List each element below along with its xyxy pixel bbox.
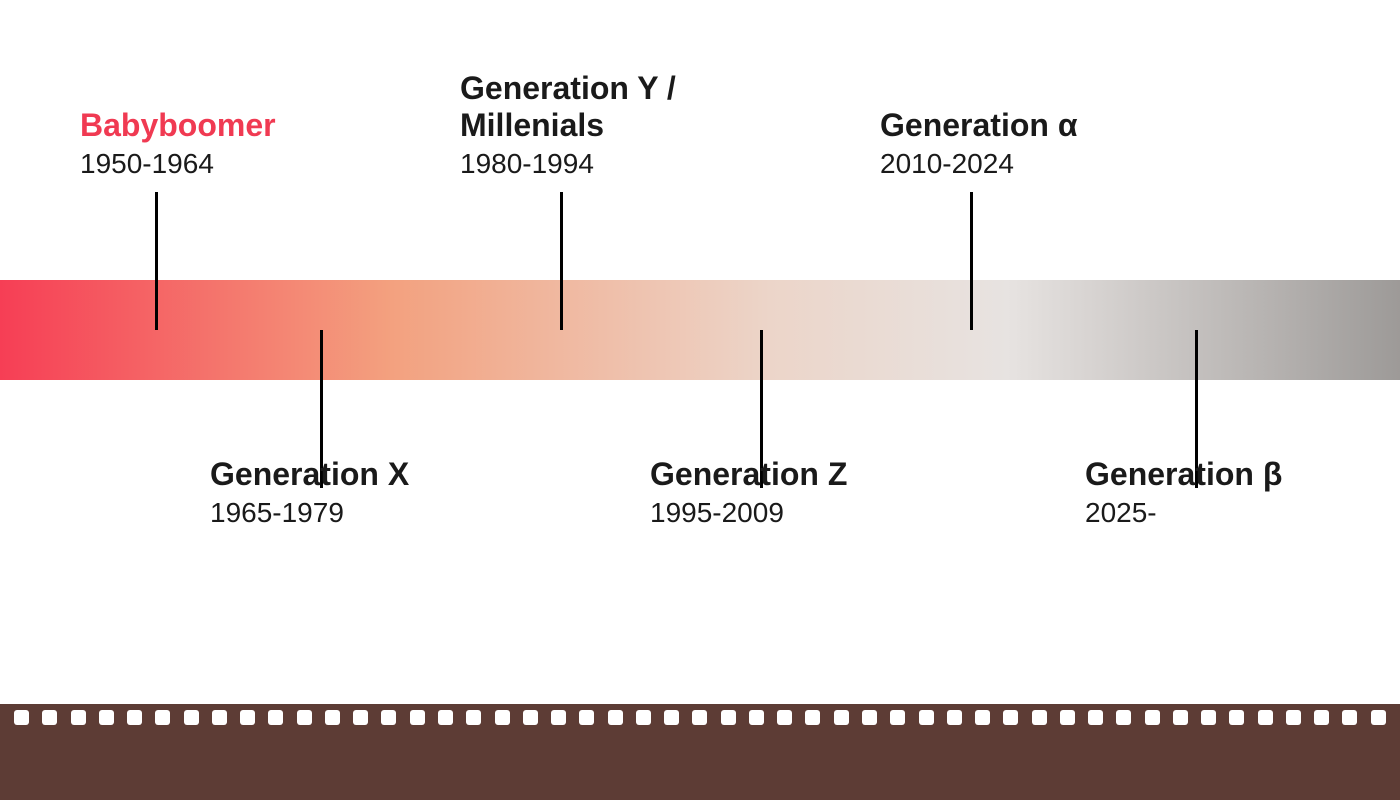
generation-years: 2025- bbox=[1085, 497, 1282, 529]
sprocket-hole bbox=[1116, 710, 1131, 725]
sprocket-hole bbox=[42, 710, 57, 725]
sprocket-hole bbox=[297, 710, 312, 725]
sprocket-hole bbox=[523, 710, 538, 725]
sprocket-hole bbox=[127, 710, 142, 725]
sprocket-hole bbox=[692, 710, 707, 725]
sprocket-hole bbox=[410, 710, 425, 725]
timeline-bar bbox=[0, 280, 1400, 380]
sprocket-hole bbox=[268, 710, 283, 725]
generation-gen-beta: Generation β 2025- bbox=[1085, 456, 1282, 529]
sprocket-hole bbox=[749, 710, 764, 725]
sprocket-hole bbox=[353, 710, 368, 725]
sprocket-hole bbox=[777, 710, 792, 725]
tick-gen-alpha bbox=[970, 192, 973, 330]
sprocket-hole bbox=[1229, 710, 1244, 725]
sprocket-hole bbox=[1145, 710, 1160, 725]
sprocket-hole bbox=[805, 710, 820, 725]
generation-title: Babyboomer bbox=[80, 107, 276, 144]
sprocket-hole bbox=[184, 710, 199, 725]
sprocket-hole bbox=[240, 710, 255, 725]
sprocket-hole bbox=[325, 710, 340, 725]
sprocket-hole bbox=[212, 710, 227, 725]
generation-gen-z: Generation Z 1995-2009 bbox=[650, 456, 847, 529]
sprocket-hole bbox=[1060, 710, 1075, 725]
sprocket-hole bbox=[99, 710, 114, 725]
sprocket-hole bbox=[1342, 710, 1357, 725]
sprocket-hole bbox=[1286, 710, 1301, 725]
sprocket-hole bbox=[1258, 710, 1273, 725]
sprocket-hole bbox=[1371, 710, 1386, 725]
generation-years: 1950-1964 bbox=[80, 148, 276, 180]
sprocket-hole bbox=[579, 710, 594, 725]
generation-title: Generation Y / Millenials bbox=[460, 70, 676, 144]
generation-years: 1965-1979 bbox=[210, 497, 409, 529]
sprocket-hole bbox=[664, 710, 679, 725]
sprocket-hole bbox=[495, 710, 510, 725]
generation-babyboomer: Babyboomer 1950-1964 bbox=[80, 107, 276, 180]
sprocket-hole bbox=[975, 710, 990, 725]
sprocket-hole bbox=[466, 710, 481, 725]
tick-gen-y bbox=[560, 192, 563, 330]
generation-title: Generation α bbox=[880, 107, 1077, 144]
sprocket-hole bbox=[381, 710, 396, 725]
sprocket-hole bbox=[1032, 710, 1047, 725]
sprocket-hole bbox=[1088, 710, 1103, 725]
generation-gen-y: Generation Y / Millenials 1980-1994 bbox=[460, 70, 676, 180]
sprocket-hole bbox=[155, 710, 170, 725]
sprocket-hole bbox=[636, 710, 651, 725]
sprocket-hole bbox=[947, 710, 962, 725]
sprocket-hole bbox=[1314, 710, 1329, 725]
sprocket-hole bbox=[1173, 710, 1188, 725]
sprocket-hole bbox=[890, 710, 905, 725]
generation-title: Generation Z bbox=[650, 456, 847, 493]
film-strip bbox=[0, 704, 1400, 800]
generation-gen-x: Generation X 1965-1979 bbox=[210, 456, 409, 529]
generation-years: 1980-1994 bbox=[460, 148, 676, 180]
generation-years: 1995-2009 bbox=[650, 497, 847, 529]
sprocket-row bbox=[0, 710, 1400, 725]
generation-gen-alpha: Generation α 2010-2024 bbox=[880, 107, 1077, 180]
generation-title: Generation β bbox=[1085, 456, 1282, 493]
sprocket-hole bbox=[862, 710, 877, 725]
sprocket-hole bbox=[721, 710, 736, 725]
sprocket-hole bbox=[438, 710, 453, 725]
sprocket-hole bbox=[1003, 710, 1018, 725]
sprocket-hole bbox=[551, 710, 566, 725]
sprocket-hole bbox=[919, 710, 934, 725]
sprocket-hole bbox=[71, 710, 86, 725]
generation-years: 2010-2024 bbox=[880, 148, 1077, 180]
sprocket-hole bbox=[608, 710, 623, 725]
sprocket-hole bbox=[834, 710, 849, 725]
sprocket-hole bbox=[1201, 710, 1216, 725]
generation-title: Generation X bbox=[210, 456, 409, 493]
sprocket-hole bbox=[14, 710, 29, 725]
tick-babyboomer bbox=[155, 192, 158, 330]
